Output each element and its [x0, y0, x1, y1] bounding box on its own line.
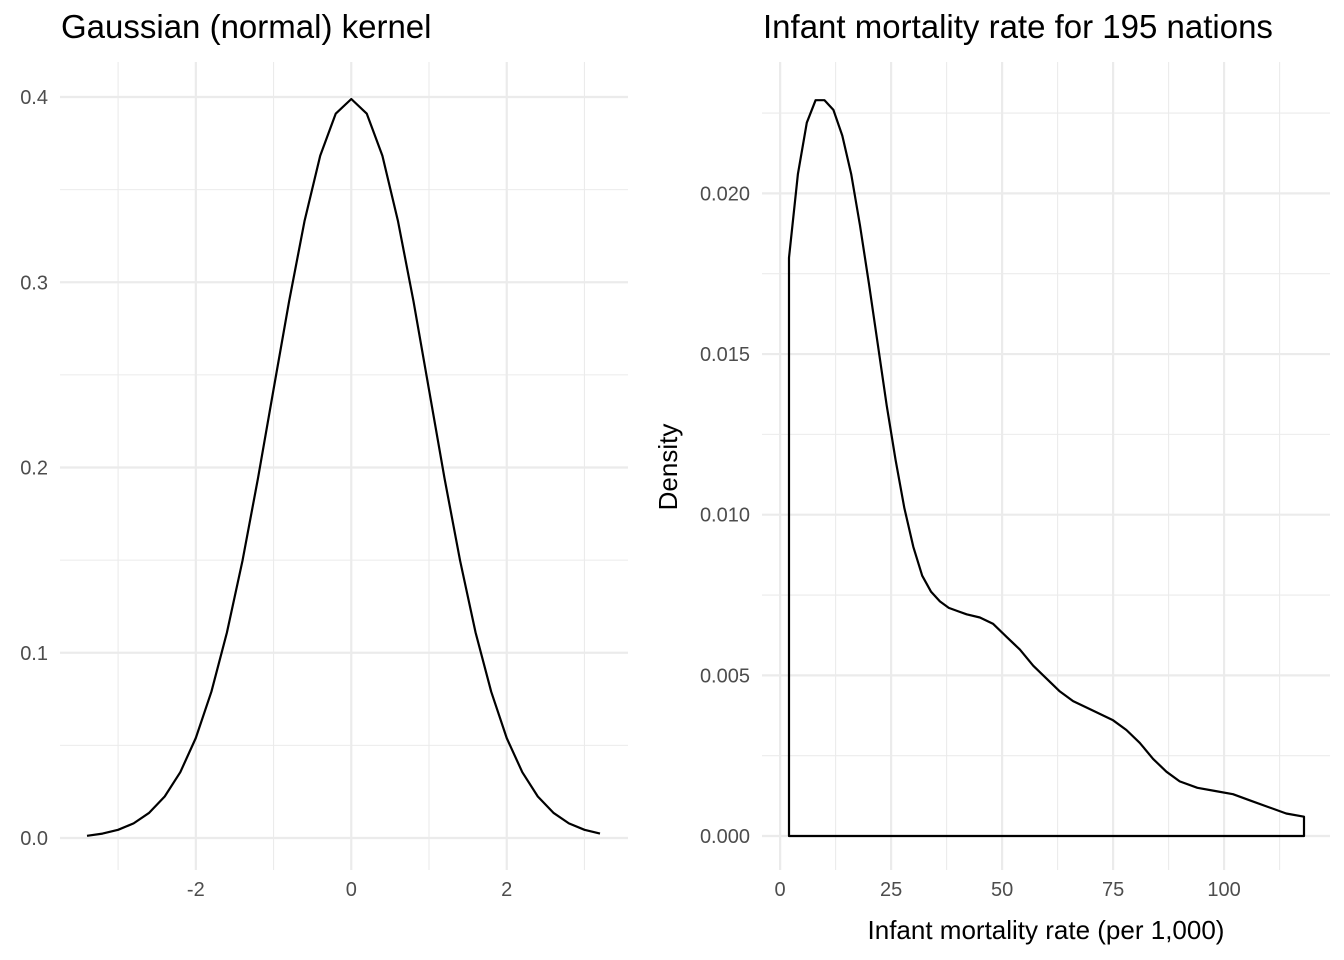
infant-mortality-tick-labels: 0 25 50 75 100 0.000 0.005 0.010 0.015 0.020 — [700, 183, 1241, 901]
gaussian-kernel-y-tick-label-2: 0.2 — [20, 458, 48, 480]
gaussian-kernel-y-tick-label-3: 0.3 — [20, 272, 48, 294]
infant-mortality-y-tick-label-3: 0.015 — [700, 344, 750, 366]
infant-mortality-y-axis-title: Density — [653, 424, 683, 511]
infant-mortality-x-tick-label-4: 100 — [1207, 879, 1240, 901]
gaussian-kernel-y-tick-label-1: 0.1 — [20, 643, 48, 665]
infant-mortality-y-tick-label-4: 0.020 — [700, 183, 750, 205]
infant-mortality-y-tick-label-1: 0.005 — [700, 665, 750, 687]
infant-mortality-x-tick-label-2: 50 — [991, 879, 1013, 901]
infant-mortality-x-tick-label-3: 75 — [1102, 879, 1124, 901]
infant-mortality-x-tick-label-0: 0 — [775, 879, 786, 901]
infant-mortality-x-tick-label-1: 25 — [880, 879, 902, 901]
infant-mortality-gridlines — [762, 62, 1330, 870]
gaussian-kernel-x-tick-label-2: 2 — [501, 879, 512, 901]
gaussian-kernel-x-tick-label-1: 0 — [346, 879, 357, 901]
infant-mortality-y-tick-label-0: 0.000 — [700, 826, 750, 848]
gaussian-kernel-title: Gaussian (normal) kernel — [61, 8, 431, 45]
gaussian-kernel-gridlines — [60, 62, 628, 870]
gaussian-kernel-x-tick-label-0: -2 — [187, 879, 205, 901]
gaussian-kernel-y-tick-label-4: 0.4 — [20, 87, 48, 109]
gaussian-kernel-tick-labels: -2 0 2 0.0 0.1 0.2 0.3 0.4 — [20, 87, 512, 901]
infant-mortality-x-axis-title: Infant mortality rate (per 1,000) — [868, 915, 1225, 945]
gaussian-kernel-curve — [86, 97, 601, 837]
infant-mortality-title: Infant mortality rate for 195 nations — [763, 8, 1273, 45]
infant-mortality-panel: Infant mortality rate for 195 nations 0 2… — [653, 8, 1330, 945]
gaussian-kernel-panel: Gaussian (normal) kernel -2 0 2 0.0 0.1 0.2 0.… — [20, 8, 628, 901]
gaussian-kernel-y-tick-label-0: 0.0 — [20, 828, 48, 850]
infant-mortality-y-tick-label-2: 0.010 — [700, 505, 750, 527]
infant-mortality-density-curve — [787, 99, 1306, 838]
